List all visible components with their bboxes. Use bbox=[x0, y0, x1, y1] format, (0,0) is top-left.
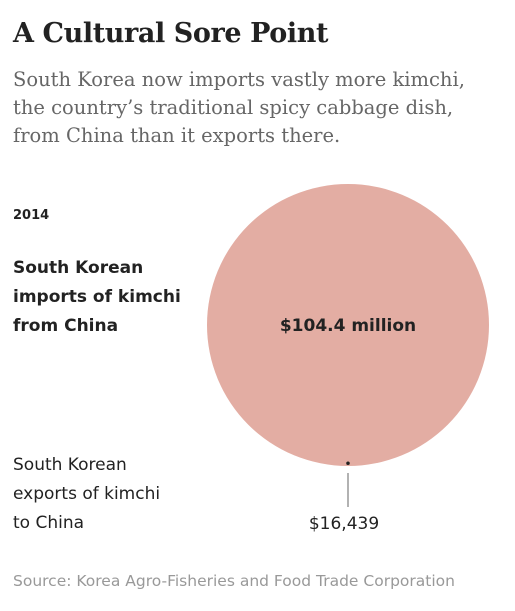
exports-label: South Korean exports of kimchi to China bbox=[13, 451, 160, 538]
imports-value-label: $104.4 million bbox=[280, 316, 416, 336]
imports-label: South Korean imports of kimchi from Chin… bbox=[13, 254, 181, 341]
chart-title: A Cultural Sore Point bbox=[13, 18, 329, 49]
chart-subtitle: South Korea now imports vastly more kimc… bbox=[13, 66, 508, 150]
exports-value-label: $16,439 bbox=[309, 514, 379, 534]
imports-label-line-3: from China bbox=[13, 316, 119, 336]
year-label: 2014 bbox=[13, 208, 50, 223]
imports-circle bbox=[207, 184, 489, 466]
source-note: Source: Korea Agro-Fisheries and Food Tr… bbox=[13, 572, 455, 590]
exports-label-line-3: to China bbox=[13, 513, 85, 533]
subtitle-line-2: the country’s traditional spicy cabbage … bbox=[13, 96, 454, 119]
exports-dot bbox=[346, 461, 350, 465]
subtitle-line-3: from China than it exports there. bbox=[13, 124, 341, 147]
imports-label-line-1: South Korean bbox=[13, 258, 144, 278]
subtitle-line-1: South Korea now imports vastly more kimc… bbox=[13, 68, 465, 91]
exports-label-line-1: South Korean bbox=[13, 455, 127, 475]
exports-label-line-2: exports of kimchi bbox=[13, 484, 161, 504]
imports-label-line-2: imports of kimchi bbox=[13, 287, 181, 307]
